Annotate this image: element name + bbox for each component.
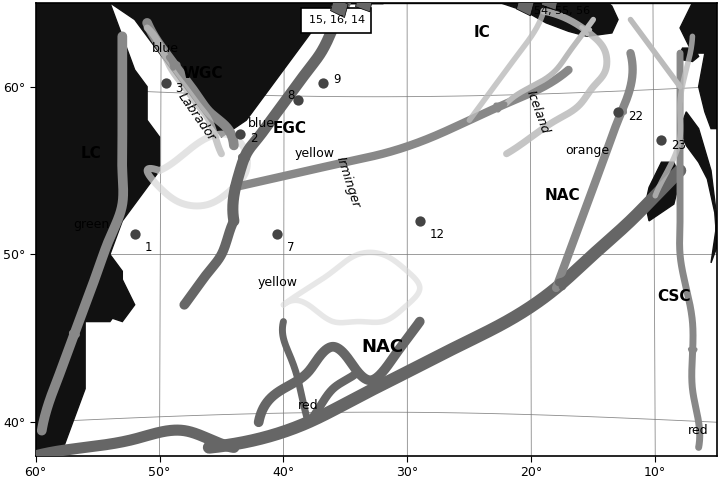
Polygon shape [680,3,717,53]
Point [129,230,140,238]
Text: 23: 23 [671,139,686,152]
Polygon shape [35,0,717,3]
Polygon shape [680,48,698,62]
Polygon shape [85,271,135,321]
Point [318,80,329,87]
Text: red: red [688,424,709,437]
FancyBboxPatch shape [356,0,373,12]
Text: 12: 12 [430,228,445,241]
Text: 3: 3 [176,82,183,95]
Text: 22: 22 [628,110,643,123]
Polygon shape [475,0,618,36]
Text: yellow: yellow [294,147,334,161]
Point [612,108,624,116]
Text: blue: blue [152,41,179,54]
Text: Labrador: Labrador [176,90,218,144]
Point [414,217,426,225]
Point [234,130,246,137]
Polygon shape [35,3,160,456]
FancyBboxPatch shape [330,0,348,17]
Text: orange: orange [565,144,609,157]
FancyBboxPatch shape [301,8,372,33]
FancyBboxPatch shape [516,0,534,16]
Text: EGC: EGC [273,121,307,136]
Text: NAC: NAC [361,338,404,356]
Text: 54, 55, 56: 54, 55, 56 [534,6,590,16]
Polygon shape [85,254,122,321]
Text: Iceland: Iceland [523,88,552,135]
Text: WGC: WGC [183,66,223,81]
Text: IC: IC [473,26,490,40]
Text: 7: 7 [287,241,294,254]
Text: 1: 1 [145,241,152,254]
Text: NAC: NAC [544,188,580,203]
Text: green: green [73,218,109,231]
Polygon shape [35,3,333,137]
Point [656,136,667,144]
Text: LC: LC [81,147,102,161]
Text: 9: 9 [333,73,341,86]
Polygon shape [698,28,717,129]
FancyBboxPatch shape [541,0,559,10]
Text: red: red [298,399,318,412]
Text: 8: 8 [287,89,294,102]
Point [271,230,283,238]
Text: blue: blue [248,117,274,130]
Polygon shape [645,162,680,221]
Text: CSC: CSC [657,289,690,304]
Point [292,96,304,104]
Text: Irminger: Irminger [333,155,362,210]
Text: yellow: yellow [257,277,297,290]
Polygon shape [680,112,717,263]
Point [160,80,171,87]
Text: 15, 16, 14: 15, 16, 14 [309,15,365,26]
Text: 2: 2 [250,132,258,145]
